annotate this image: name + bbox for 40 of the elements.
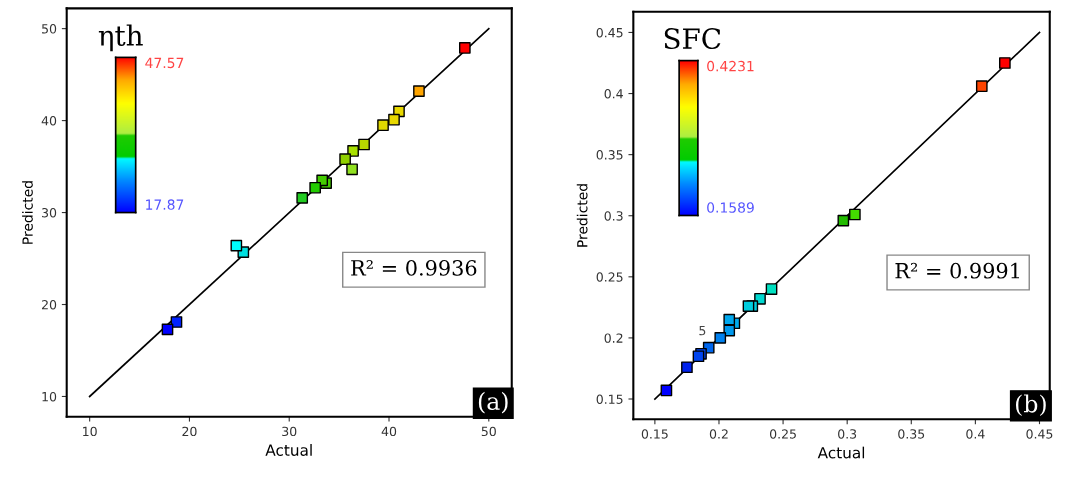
- y-tick-label: 30: [42, 208, 57, 218]
- x-tick-label: 0.2: [709, 429, 728, 439]
- x-tick-label: 30: [282, 426, 297, 437]
- annotation: (a): [478, 391, 508, 414]
- x-tick-label: 0.15: [641, 429, 668, 439]
- x-tick-label: 20: [182, 426, 197, 437]
- y-tick-label: 0.25: [596, 272, 623, 282]
- x-tick-label: 10: [83, 426, 97, 437]
- y-axis-title: Predicted: [576, 184, 588, 247]
- annotation: 5: [699, 326, 706, 336]
- x-axis-title: Actual: [265, 444, 312, 456]
- y-tick-label: 20: [42, 299, 57, 310]
- x-tick-label: 0.35: [898, 429, 925, 439]
- point: [660, 384, 673, 397]
- y-tick-label: 0.4: [604, 89, 623, 99]
- annotation: R² = 0.9991: [895, 262, 1019, 279]
- annotation: 17.87: [146, 199, 184, 210]
- chart-title: SFC: [664, 28, 721, 50]
- y-tick-label: 40: [41, 116, 57, 126]
- annotation: R² = 0.9936: [351, 260, 477, 276]
- annotation: 47.57: [145, 57, 184, 69]
- text: ηth: [98, 24, 143, 52]
- x-axis-title: Actual: [817, 446, 865, 459]
- y-tick-label: 0.2: [604, 333, 623, 343]
- y-axis-title: Predicted: [22, 181, 33, 244]
- annotation: 0.4231: [707, 60, 754, 72]
- x-tick-label: 0.3: [838, 429, 857, 439]
- x-tick-label: 0.4: [966, 429, 985, 439]
- annotation: 0.1589: [707, 202, 754, 213]
- x-tick-label: 50: [481, 426, 496, 437]
- y-tick-label: 0.3: [604, 211, 623, 221]
- y-tick-label: 10: [42, 391, 57, 402]
- x-tick-label: 0.25: [769, 429, 796, 439]
- y-tick-label: 0.45: [596, 27, 623, 38]
- y-tick-label: 50: [42, 24, 57, 34]
- x-tick-label: 0.45: [1026, 429, 1053, 439]
- annotation: (b): [1015, 394, 1046, 417]
- x-tick-label: 40: [381, 426, 397, 437]
- y-tick-label: 0.35: [596, 150, 623, 160]
- y-tick-label: 0.15: [596, 394, 623, 404]
